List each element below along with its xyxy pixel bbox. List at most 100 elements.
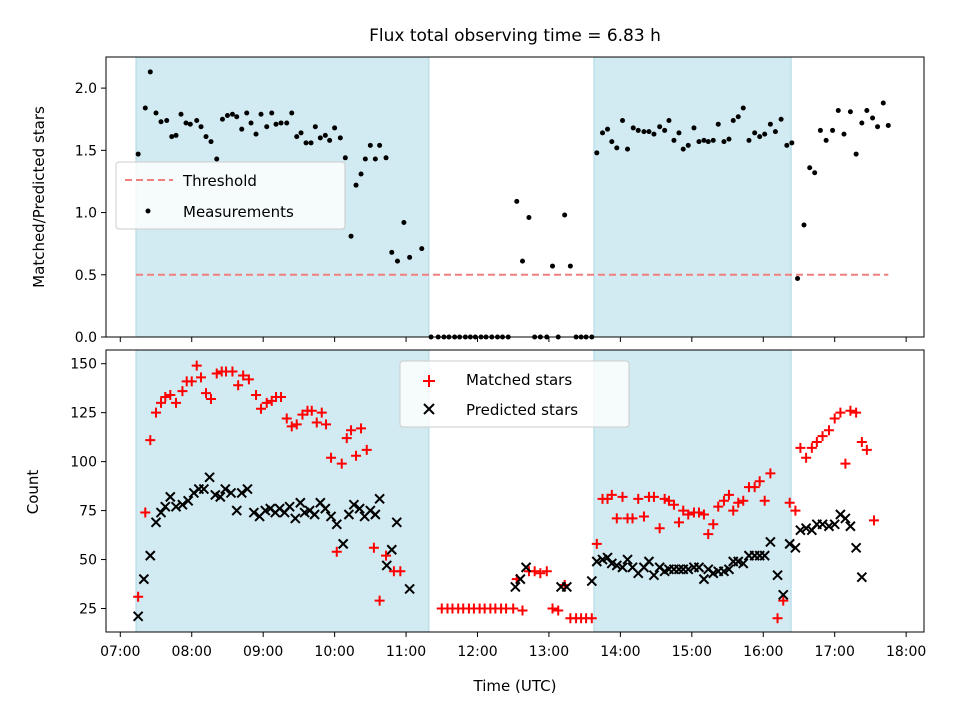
- matched-stars-point: [196, 372, 207, 383]
- matched-stars-point: [368, 542, 379, 553]
- x-tick-label: 11:00: [386, 644, 426, 660]
- measurement-point: [173, 132, 179, 138]
- matched-stars-point: [331, 546, 342, 557]
- predicted-stars-point: [132, 611, 144, 622]
- measurement-point: [847, 109, 853, 115]
- matched-stars-point: [835, 407, 846, 418]
- matched-stars-point: [529, 566, 540, 577]
- bottom-y-label: Count: [24, 470, 42, 515]
- measurement-point: [609, 139, 615, 145]
- measurement-point: [817, 127, 823, 133]
- predicted-stars-point: [177, 499, 188, 510]
- matched-stars-point: [177, 386, 188, 397]
- top-y-label: Matched/Predicted stars: [30, 106, 48, 288]
- matched-stars-point: [316, 407, 327, 418]
- measurement-point: [362, 156, 368, 162]
- matched-stars-point: [723, 489, 734, 500]
- predicted-stars-point: [698, 573, 710, 585]
- measurement-point: [657, 124, 663, 130]
- measurement-point: [294, 134, 300, 140]
- matched-stars-point: [206, 393, 217, 404]
- measurement-point: [646, 129, 652, 135]
- measurement-point: [284, 120, 290, 126]
- matched-stars-point: [160, 392, 171, 402]
- predicted-stars-point: [829, 519, 840, 530]
- measurement-point: [383, 155, 389, 161]
- measurement-point: [147, 69, 153, 75]
- measurement-point: [353, 182, 359, 188]
- bottom-x-axis: 07:00 08:00 09:00 10:00 11:00 12:00 13:00 14:00…: [100, 632, 926, 660]
- predicted-stars-point: [683, 564, 694, 575]
- x-tick-label: 13:00: [529, 644, 569, 660]
- matched-stars-point: [851, 407, 862, 418]
- matched-stars-point: [186, 376, 197, 387]
- measurement-point: [298, 130, 304, 136]
- top-legend-box: [115, 161, 346, 230]
- measurement-point: [419, 246, 425, 252]
- matched-stars-point: [281, 413, 292, 424]
- predicted-stars-point: [309, 509, 320, 520]
- matched-stars-point: [611, 513, 622, 524]
- predicted-stars-point: [602, 552, 613, 563]
- predicted-stars-point: [138, 573, 150, 585]
- measurement-point: [526, 215, 532, 221]
- measurement-point: [705, 139, 711, 145]
- matched-stars-point: [243, 374, 254, 385]
- measurement-point: [676, 130, 682, 136]
- measurement-point: [234, 114, 240, 120]
- matched-stars-point: [547, 603, 558, 614]
- measurement-point: [614, 145, 620, 151]
- predicted-stars-point: [155, 507, 167, 518]
- count-points: [132, 360, 879, 624]
- predicted-stars-point: [160, 501, 171, 512]
- measurement-point: [407, 254, 413, 260]
- measurement-point: [671, 137, 677, 143]
- matched-stars-point: [311, 417, 322, 428]
- measurement-point: [401, 220, 407, 226]
- measurement-point: [239, 126, 245, 132]
- matched-stars-point: [806, 442, 817, 453]
- predicted-stars-point: [622, 554, 633, 565]
- measurement-point: [187, 121, 193, 127]
- measurement-point: [389, 249, 395, 255]
- predicted-stars-point: [290, 513, 301, 524]
- measurement-point: [229, 111, 235, 117]
- top-legend: Threshold Measurements: [115, 161, 346, 230]
- measurement-point: [666, 117, 672, 123]
- matched-stars-point: [291, 419, 302, 430]
- predicted-stars-point: [738, 558, 749, 569]
- measurement-point: [135, 151, 141, 157]
- predicted-stars-point: [370, 509, 381, 520]
- measurement-point: [812, 170, 818, 176]
- measurement-point: [789, 140, 795, 146]
- measurement-point: [322, 132, 328, 138]
- measurement-point: [244, 110, 250, 116]
- bottom-legend-box: [399, 360, 630, 428]
- measurement-point: [248, 120, 254, 126]
- predicted-stars-point: [510, 581, 521, 593]
- matched-stars-point: [654, 523, 665, 534]
- predicted-stars-point: [765, 536, 776, 548]
- measurement-point: [312, 124, 318, 130]
- matched-stars-point: [140, 507, 151, 518]
- matched-stars-point: [861, 444, 872, 455]
- matched-stars-point: [356, 423, 367, 434]
- measurement-point: [841, 131, 847, 137]
- measurements-legend-swatch: [145, 208, 151, 214]
- matched-stars-point: [276, 392, 287, 402]
- x-tick-label: 12:00: [457, 644, 497, 660]
- measurement-point: [253, 131, 259, 137]
- matched-stars-point: [151, 407, 162, 418]
- matched-stars-point: [754, 476, 765, 487]
- measurement-point: [317, 135, 323, 141]
- matched-stars-point: [708, 519, 719, 530]
- predicted-stars-point: [381, 560, 392, 571]
- matched-stars-point: [817, 431, 828, 442]
- measurement-point: [273, 121, 279, 127]
- measurement-point: [183, 120, 189, 126]
- matched-stars-point: [759, 495, 770, 506]
- x-tick-label: 16:00: [743, 644, 783, 660]
- predicted-stars-point: [617, 562, 628, 573]
- predicted-stars-point: [673, 564, 685, 575]
